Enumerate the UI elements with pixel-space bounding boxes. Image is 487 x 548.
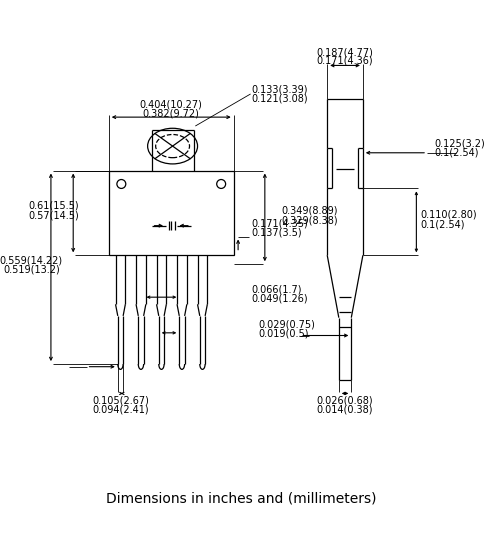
- Text: 0.105(2.67): 0.105(2.67): [92, 396, 149, 406]
- Text: 0.049(1.26): 0.049(1.26): [251, 293, 308, 303]
- Text: 0.329(8.38): 0.329(8.38): [281, 215, 337, 225]
- Text: 0.349(8.89): 0.349(8.89): [281, 206, 337, 215]
- Text: 0.382(9.72): 0.382(9.72): [143, 109, 200, 118]
- Text: 0.066(1.7): 0.066(1.7): [251, 284, 302, 294]
- Text: 0.57(14.5): 0.57(14.5): [28, 210, 79, 221]
- Text: 0.171(4.36): 0.171(4.36): [317, 56, 374, 66]
- Text: 0.094(2.41): 0.094(2.41): [92, 404, 149, 414]
- Text: 0.1(2.54): 0.1(2.54): [434, 148, 479, 158]
- Text: 0.026(0.68): 0.026(0.68): [317, 396, 374, 406]
- Text: 0.519(13.2): 0.519(13.2): [3, 265, 60, 275]
- Text: 0.137(3.5): 0.137(3.5): [251, 228, 302, 238]
- Text: 0.121(3.08): 0.121(3.08): [251, 93, 308, 104]
- Text: 0.559(14.22): 0.559(14.22): [0, 255, 63, 265]
- Bar: [109, 170, 234, 255]
- Text: 0.133(3.39): 0.133(3.39): [251, 84, 308, 94]
- Text: 0.404(10.27): 0.404(10.27): [140, 100, 203, 110]
- Text: 0.014(0.38): 0.014(0.38): [317, 404, 374, 414]
- Text: 0.029(0.75): 0.029(0.75): [259, 320, 316, 330]
- Text: Dimensions in inches and (millimeters): Dimensions in inches and (millimeters): [106, 492, 376, 506]
- Text: 0.125(3.2): 0.125(3.2): [434, 139, 485, 149]
- Text: 0.61(15.5): 0.61(15.5): [28, 201, 79, 211]
- Text: 0.110(2.80): 0.110(2.80): [421, 210, 477, 220]
- Text: 0.019(0.5): 0.019(0.5): [259, 329, 309, 339]
- Text: 0.1(2.54): 0.1(2.54): [421, 220, 465, 230]
- Text: 0.187(4.77): 0.187(4.77): [317, 47, 374, 57]
- Text: 0.171(4.35): 0.171(4.35): [251, 218, 308, 228]
